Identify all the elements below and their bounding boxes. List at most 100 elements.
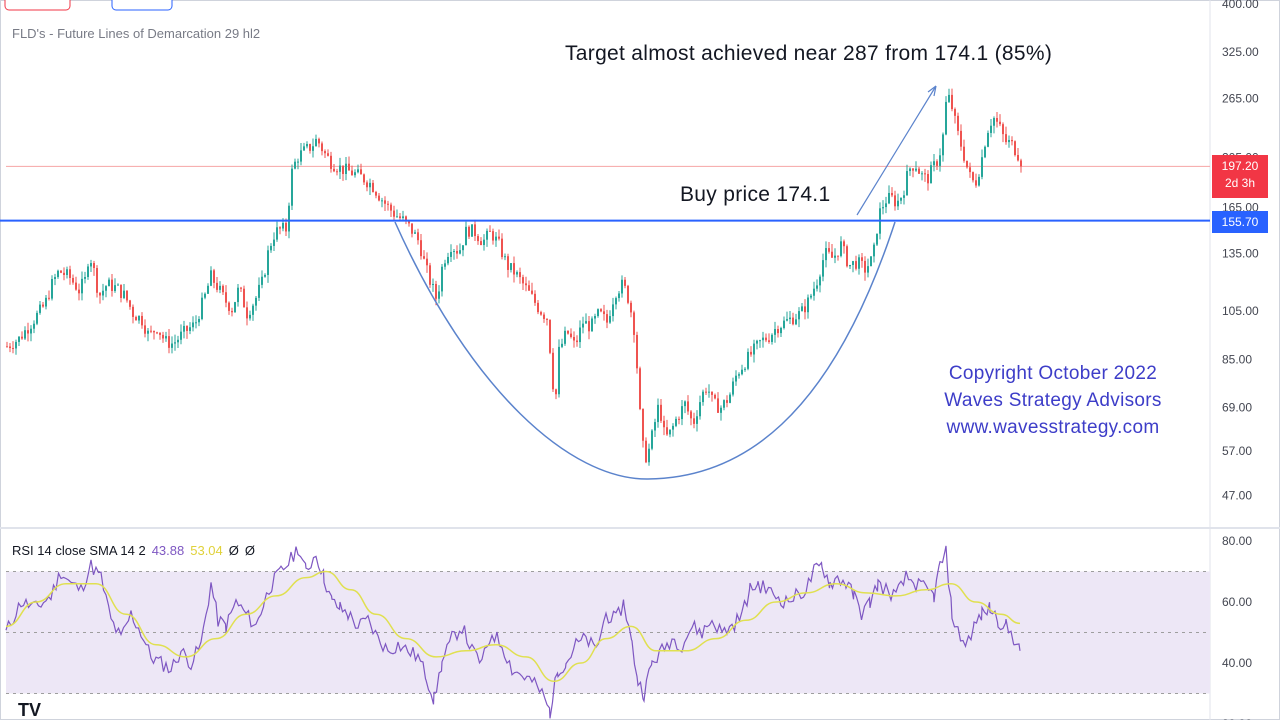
candle-body [225,292,227,303]
candle-body [144,325,146,334]
candle-body [363,174,365,183]
candle-body [504,256,506,258]
candle-body [741,369,743,375]
candle-body [645,440,647,463]
candle-body [930,165,932,184]
candle-body [72,277,74,283]
candle-body [465,226,467,246]
candle-body [588,321,590,332]
candle-body [153,330,155,333]
candle-body [492,231,494,241]
candle-body [195,322,197,324]
candle-body [957,115,959,131]
candle-body [1002,124,1004,135]
candle-body [315,138,317,147]
candle-body [681,406,683,420]
candle-body [774,329,776,335]
candle-body [579,327,581,343]
candle-body [918,168,920,174]
candle-body [675,418,677,426]
candle-body [711,391,713,395]
level-price-tag: 155.70 [1212,211,1268,233]
candle-body [477,236,479,242]
candle-body [597,309,599,317]
candle-body [897,200,899,207]
candle-body [207,285,209,294]
candle-body [486,230,488,240]
candle-body [996,118,998,122]
hide-icon-2[interactable]: Ø [244,543,256,558]
candle-body [432,283,434,285]
candle-body [975,180,977,186]
candle-body [735,375,737,382]
candle-body [834,255,836,258]
candle-body [819,276,821,286]
indicator-legend[interactable]: FLD's - Future Lines of Demarcation 29 h… [12,26,261,41]
candle-body [651,430,653,449]
candle-body [198,319,200,323]
candle-body [360,169,362,175]
candle-body [219,285,221,290]
candle-body [444,263,446,267]
candle-body [771,334,773,342]
candle-body [933,161,935,166]
candle-body [306,144,308,147]
candle-body [837,255,839,257]
candle-body [336,171,338,173]
candle-body [726,400,728,403]
candle-body [780,327,782,334]
candle-body [288,205,290,232]
candle-body [990,125,992,133]
candle-body [261,276,263,285]
website: www.wavesstrategy.com [946,417,1160,438]
candle-body [42,304,44,307]
candle-body [375,191,377,196]
candle-body [201,297,203,320]
candle-body [399,216,401,219]
rsi-axis-tick: 20.00 [1222,717,1252,720]
candle-body [18,336,20,342]
candle-body [525,283,527,286]
rsi-sma-line [5,570,1021,683]
candle-body [549,319,551,353]
candle-body [555,389,557,395]
rsi-legend[interactable]: RSI 14 close SMA 14 2 43.88 53.04 Ø Ø [12,543,255,558]
candle-body [855,261,857,269]
candle-body [483,239,485,246]
candle-body [372,182,374,192]
candle-body [390,204,392,211]
candle-body [684,401,686,407]
candle-body [111,279,113,291]
candle-body [267,250,269,275]
candle-body [585,321,587,324]
candle-body [987,132,989,147]
candle-body [843,241,845,247]
candle-body [543,314,545,319]
rsi-axis-tick: 60.00 [1222,595,1252,609]
candle-body [609,316,611,323]
candle-body [327,153,329,156]
candle-body [825,248,827,261]
candle-body [291,168,293,206]
price-axis-tick: 47.00 [1222,488,1252,502]
candle-body [576,340,578,343]
candle-body [123,290,125,298]
candle-body [45,297,47,307]
candle-body [777,329,779,334]
candle-body [816,285,818,289]
candle-body [30,328,32,334]
candle-body [27,330,29,334]
top-cropped-box-red [4,0,71,11]
candle-body [789,317,791,320]
candle-body [246,307,248,319]
candle-body [147,330,149,334]
tradingview-logo-icon[interactable]: TV [18,700,42,720]
candle-body [582,323,584,328]
candle-body [351,170,353,176]
candle-body [126,290,128,301]
candle-body [657,404,659,423]
candle-body [702,391,704,403]
candle-body [33,323,35,329]
hide-icon[interactable]: Ø [228,543,239,558]
